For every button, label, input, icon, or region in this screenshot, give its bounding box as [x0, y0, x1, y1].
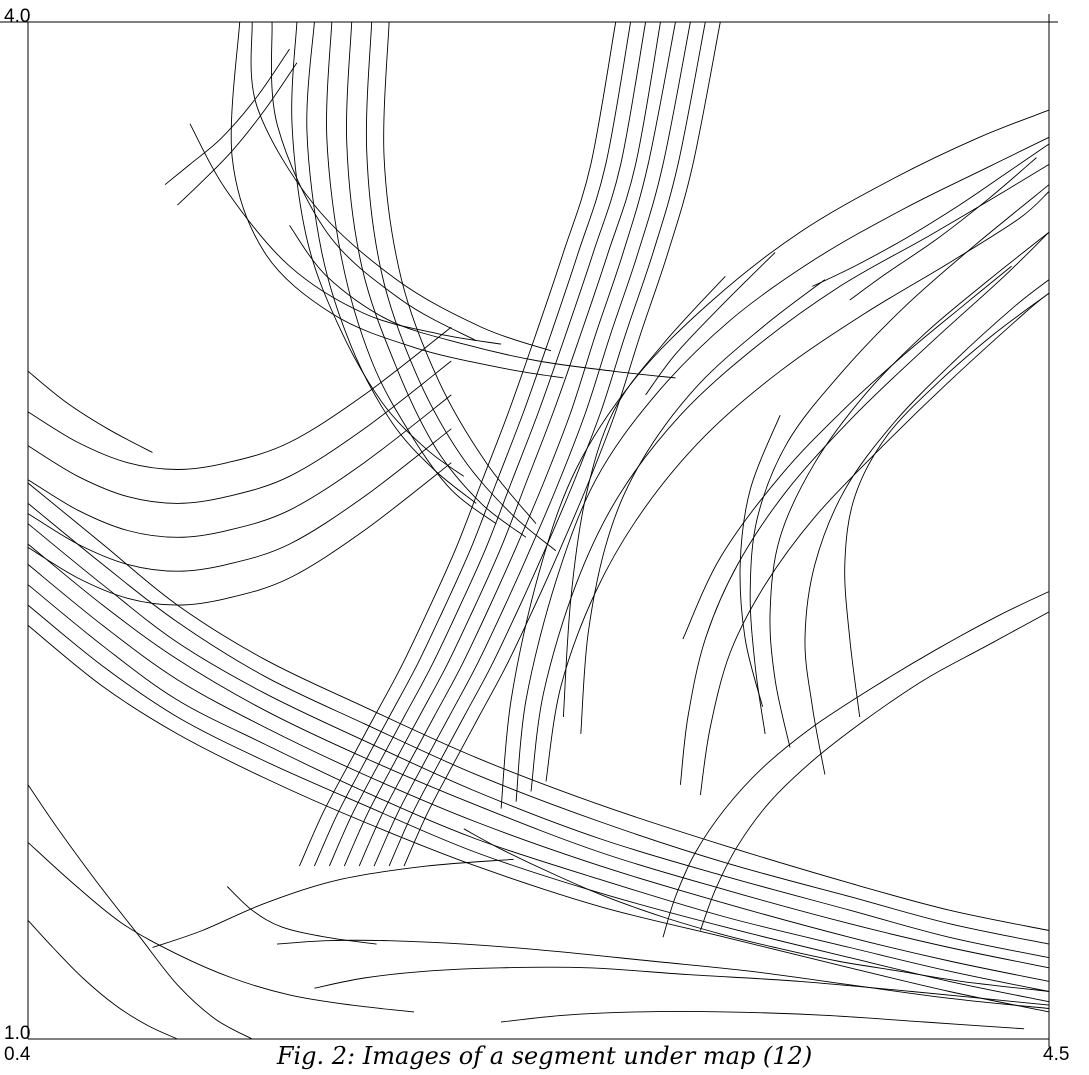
- curve-27: [27, 604, 1050, 1003]
- curve-13: [562, 275, 726, 718]
- curve-25: [27, 584, 1050, 992]
- curve-14: [580, 279, 826, 734]
- curve-58: [682, 265, 1012, 640]
- curve-44: [27, 842, 415, 1013]
- curve-54: [346, 21, 527, 538]
- y-tick-label-bottom: 1.0: [4, 1023, 31, 1044]
- curve-48: [230, 21, 564, 379]
- curve-45: [164, 48, 290, 186]
- curve-4: [328, 21, 647, 867]
- curve-16: [699, 292, 1050, 795]
- curve-41: [226, 886, 377, 945]
- figure-caption: Fig. 2: Images of a segment under map (1…: [276, 1044, 813, 1070]
- curve-42: [27, 784, 253, 1040]
- curve-55: [365, 21, 557, 552]
- x-tick-label-right: 4.5: [1043, 1044, 1070, 1065]
- curve-31: [27, 462, 452, 606]
- curve-36: [27, 370, 153, 453]
- curve-49: [250, 21, 552, 352]
- curve-62: [662, 591, 1050, 938]
- curve-7: [403, 21, 721, 867]
- curve-2: [343, 21, 661, 867]
- curve-28: [27, 503, 1050, 945]
- curve-8: [298, 21, 617, 867]
- curve-26: [27, 523, 1050, 959]
- curve-11: [530, 164, 1050, 792]
- curve-38: [276, 939, 1050, 1009]
- curve-46: [177, 62, 298, 206]
- curve-35: [27, 326, 452, 470]
- curve-52: [306, 21, 477, 504]
- curve-18: [769, 231, 1050, 748]
- curve-50: [270, 21, 477, 342]
- curve-6: [313, 21, 632, 867]
- y-tick-label-top: 4.0: [4, 6, 31, 27]
- curve-10: [500, 109, 1050, 809]
- curve-21: [812, 143, 1050, 287]
- curve-56: [383, 21, 537, 524]
- curve-32: [27, 428, 452, 572]
- curve-40: [501, 1011, 1025, 1030]
- curve-group: [27, 21, 1050, 1040]
- curve-3: [373, 21, 691, 867]
- curve-29: [27, 625, 1050, 1013]
- curve-47: [189, 123, 502, 345]
- curve-9: [515, 136, 1050, 802]
- curve-24: [27, 543, 1050, 969]
- curve-33: [27, 394, 452, 538]
- curve-63: [699, 611, 1050, 931]
- curve-22: [849, 157, 1037, 301]
- curve-60: [739, 415, 781, 707]
- curve-59: [645, 252, 776, 396]
- curve-12: [545, 191, 1050, 782]
- curve-57: [289, 225, 676, 379]
- curve-1: [358, 21, 676, 867]
- curve-30: [27, 482, 1050, 931]
- curve-20: [749, 184, 1050, 734]
- curve-51: [291, 21, 465, 477]
- curve-61: [463, 828, 1050, 992]
- x-tick-label-left: 0.4: [4, 1044, 31, 1065]
- curve-39: [314, 966, 1050, 1006]
- curve-34: [27, 360, 452, 504]
- curve-23: [27, 564, 1050, 982]
- curve-19: [844, 292, 1050, 718]
- curve-15: [679, 231, 1050, 785]
- curve-53: [326, 21, 497, 525]
- curve-17: [804, 279, 1050, 775]
- curve-37: [152, 858, 514, 948]
- curve-43: [27, 919, 178, 1040]
